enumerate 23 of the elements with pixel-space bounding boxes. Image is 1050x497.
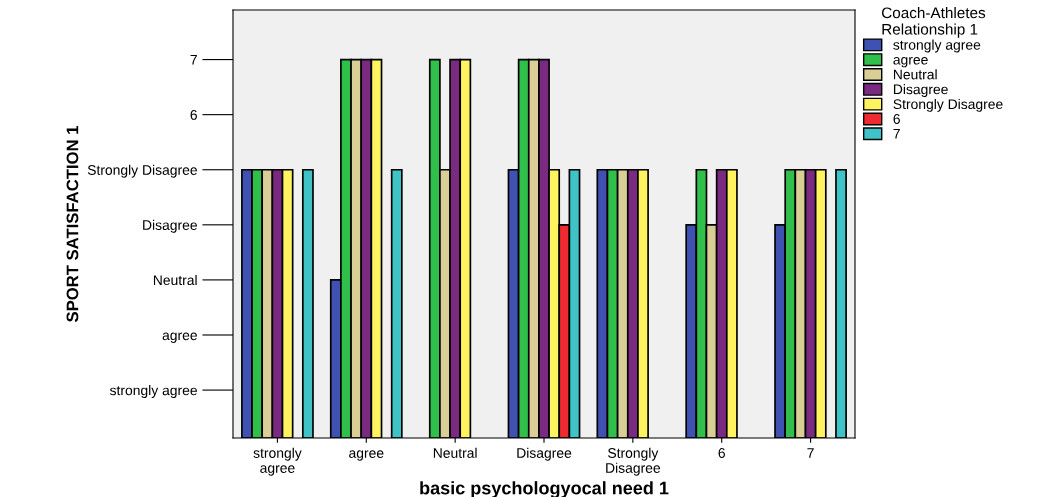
x-tick-label: Strongly Disagree	[606, 447, 661, 476]
legend-label: agree	[893, 56, 928, 68]
legend-label: Disagree	[893, 84, 948, 97]
legend-title: Coach-Athletes Relationship 1	[881, 7, 986, 38]
y-tick-label: 7	[190, 55, 197, 65]
y-tick-label: strongly agree	[109, 385, 197, 398]
x-tick-label: Disagree	[517, 447, 572, 461]
y-tick-label: Strongly Disagree	[87, 164, 197, 178]
legend-label: Neutral	[893, 69, 937, 80]
legend-label: 7	[893, 129, 900, 139]
y-tick-label: Neutral	[153, 274, 197, 286]
y-tick-label: Disagree	[143, 219, 197, 233]
x-tick-label: strongly agree	[253, 447, 302, 476]
x-tick-label: Neutral	[433, 447, 477, 458]
legend-label: 6	[893, 114, 900, 124]
legend-label: Strongly Disagree	[893, 98, 1003, 112]
x-tick-label: 7	[807, 448, 814, 458]
x-tick-label: 6	[718, 448, 725, 458]
legend-label: strongly agree	[893, 39, 981, 53]
x-tick-label: agree	[349, 450, 384, 461]
y-tick-label: 6	[190, 109, 197, 120]
y-axis-title: SPORT SATISFACTION 1	[66, 125, 79, 322]
y-tick-label: agree	[162, 332, 197, 343]
